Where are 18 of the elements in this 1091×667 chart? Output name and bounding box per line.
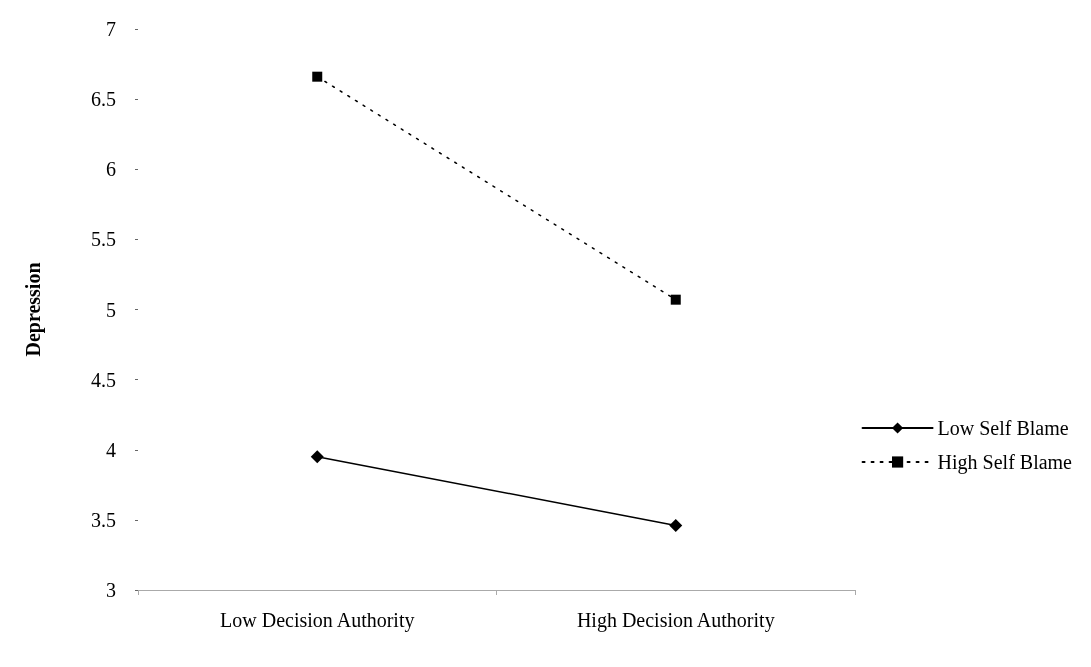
legend-label: High Self Blame: [937, 451, 1073, 474]
y-tick-label: 5: [106, 298, 116, 321]
y-tick-label: 4.5: [91, 368, 116, 391]
legend-label: Low Self Blame: [937, 417, 1069, 439]
y-tick-label: 3: [106, 579, 116, 601]
point: [310, 450, 324, 464]
y-tick-label: 4: [106, 438, 116, 461]
x-tick-label: High Decision Authority: [576, 609, 775, 632]
point: [670, 294, 681, 305]
y-tick-label: 5.5: [91, 228, 116, 251]
y-axis-title: Depression: [22, 262, 45, 357]
point: [312, 71, 323, 82]
x-tick-label: Low Decision Authority: [220, 609, 415, 632]
y-tick-label: 6: [106, 158, 116, 181]
y-tick-label: 7: [106, 18, 116, 40]
point: [669, 518, 683, 532]
y-tick-label: 3.5: [91, 508, 116, 531]
y-tick-label: 6.5: [91, 88, 116, 111]
